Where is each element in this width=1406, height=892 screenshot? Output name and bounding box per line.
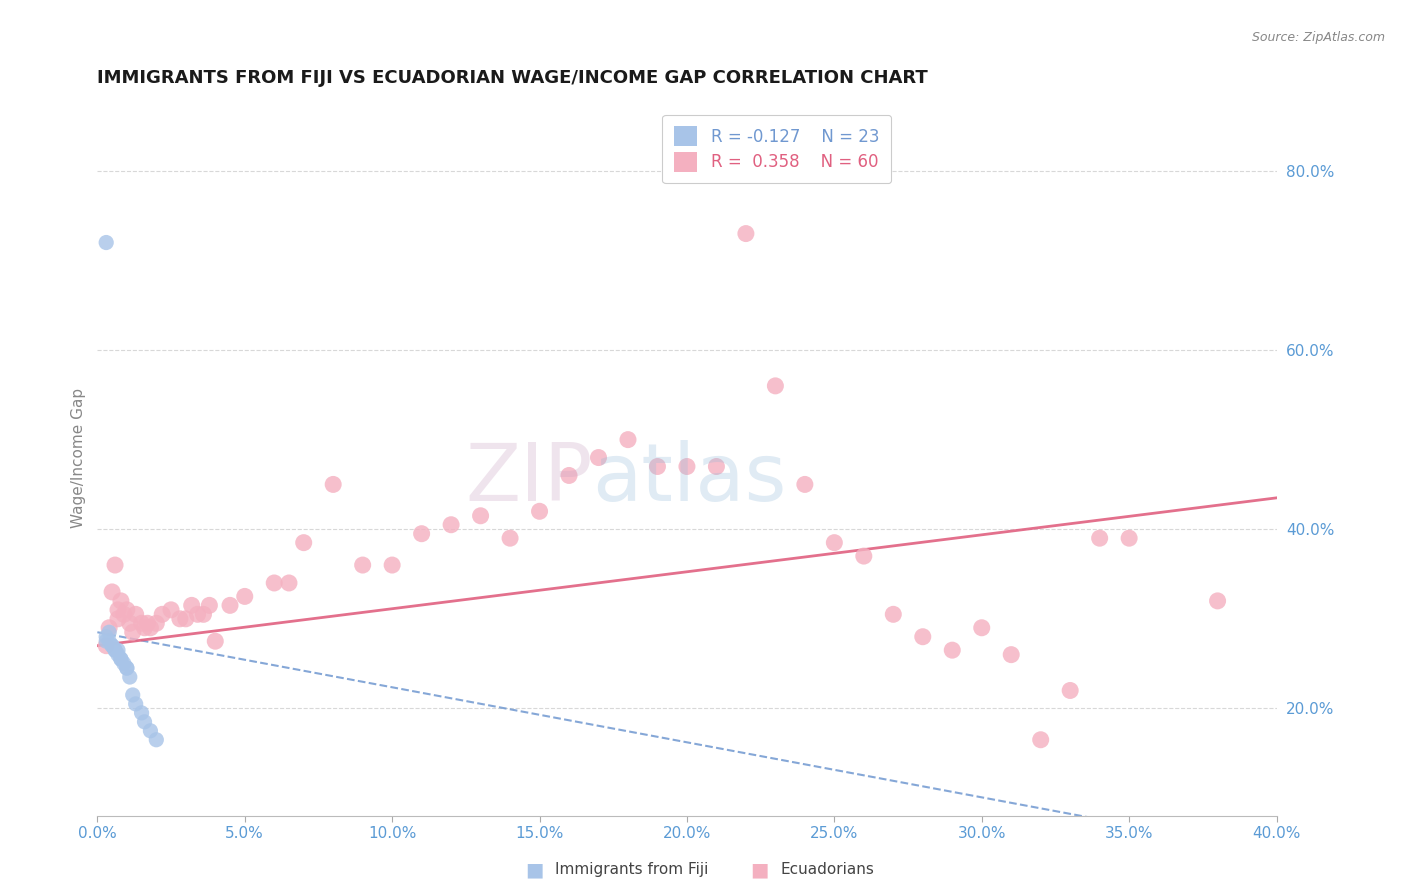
Y-axis label: Wage/Income Gap: Wage/Income Gap xyxy=(72,387,86,527)
Point xyxy=(118,616,141,631)
Point xyxy=(139,723,162,738)
Point xyxy=(110,652,132,666)
Point xyxy=(763,379,786,393)
Point xyxy=(150,607,173,622)
Point xyxy=(101,639,124,653)
Text: atlas: atlas xyxy=(592,440,787,518)
Point xyxy=(107,612,129,626)
Point xyxy=(110,652,132,666)
Point xyxy=(96,235,118,250)
Text: ■: ■ xyxy=(749,860,769,880)
Point xyxy=(292,535,315,549)
Text: IMMIGRANTS FROM FIJI VS ECUADORIAN WAGE/INCOME GAP CORRELATION CHART: IMMIGRANTS FROM FIJI VS ECUADORIAN WAGE/… xyxy=(97,69,928,87)
Point xyxy=(588,450,610,465)
Point xyxy=(118,670,141,684)
Point xyxy=(1000,648,1022,662)
Point xyxy=(98,621,121,635)
Point xyxy=(381,558,404,572)
Point xyxy=(98,634,121,648)
Point xyxy=(322,477,344,491)
Text: ZIP: ZIP xyxy=(465,440,592,518)
Point xyxy=(115,661,138,675)
Point xyxy=(145,732,167,747)
Point xyxy=(529,504,551,518)
Point xyxy=(104,558,127,572)
Point xyxy=(96,634,118,648)
Point xyxy=(121,688,143,702)
Legend: R = -0.127    N = 23, R =  0.358    N = 60: R = -0.127 N = 23, R = 0.358 N = 60 xyxy=(662,115,891,183)
Point xyxy=(793,477,815,491)
Point xyxy=(352,558,374,572)
Point xyxy=(941,643,963,657)
Point xyxy=(706,459,728,474)
Point xyxy=(115,603,138,617)
Point xyxy=(174,612,197,626)
Text: Immigrants from Fiji: Immigrants from Fiji xyxy=(555,863,709,877)
Point xyxy=(187,607,209,622)
Point xyxy=(647,459,669,474)
Point xyxy=(107,643,129,657)
Point xyxy=(124,697,146,711)
Point xyxy=(136,616,159,631)
Point xyxy=(1118,531,1140,545)
Point xyxy=(278,576,301,591)
Point xyxy=(735,227,758,241)
Point xyxy=(882,607,904,622)
Point xyxy=(440,517,463,532)
Point xyxy=(110,594,132,608)
Point xyxy=(470,508,492,523)
Point xyxy=(124,607,146,622)
Point xyxy=(204,634,226,648)
Point xyxy=(96,630,118,644)
Point xyxy=(131,706,153,720)
Point xyxy=(198,599,221,613)
Point xyxy=(101,639,124,653)
Point xyxy=(233,590,256,604)
Point xyxy=(676,459,699,474)
Point xyxy=(1088,531,1111,545)
Point xyxy=(852,549,875,563)
Text: ■: ■ xyxy=(524,860,544,880)
Point xyxy=(112,607,135,622)
Text: Ecuadorians: Ecuadorians xyxy=(780,863,875,877)
Point xyxy=(180,599,202,613)
Point xyxy=(112,657,135,671)
Point xyxy=(193,607,215,622)
Point xyxy=(121,625,143,640)
Point xyxy=(1059,683,1081,698)
Point xyxy=(970,621,993,635)
Point xyxy=(134,714,156,729)
Point xyxy=(411,526,433,541)
Point xyxy=(145,616,167,631)
Point xyxy=(134,621,156,635)
Point xyxy=(107,603,129,617)
Point xyxy=(263,576,285,591)
Point xyxy=(104,643,127,657)
Point xyxy=(98,625,121,640)
Point xyxy=(104,643,127,657)
Text: Source: ZipAtlas.com: Source: ZipAtlas.com xyxy=(1251,31,1385,45)
Point xyxy=(911,630,934,644)
Point xyxy=(1029,732,1052,747)
Point xyxy=(115,661,138,675)
Point xyxy=(823,535,845,549)
Point xyxy=(96,639,118,653)
Point xyxy=(219,599,242,613)
Point xyxy=(139,621,162,635)
Point xyxy=(558,468,581,483)
Point xyxy=(169,612,191,626)
Point xyxy=(101,585,124,599)
Point xyxy=(131,616,153,631)
Point xyxy=(107,648,129,662)
Point xyxy=(160,603,183,617)
Point xyxy=(617,433,640,447)
Point xyxy=(1206,594,1229,608)
Point xyxy=(499,531,522,545)
